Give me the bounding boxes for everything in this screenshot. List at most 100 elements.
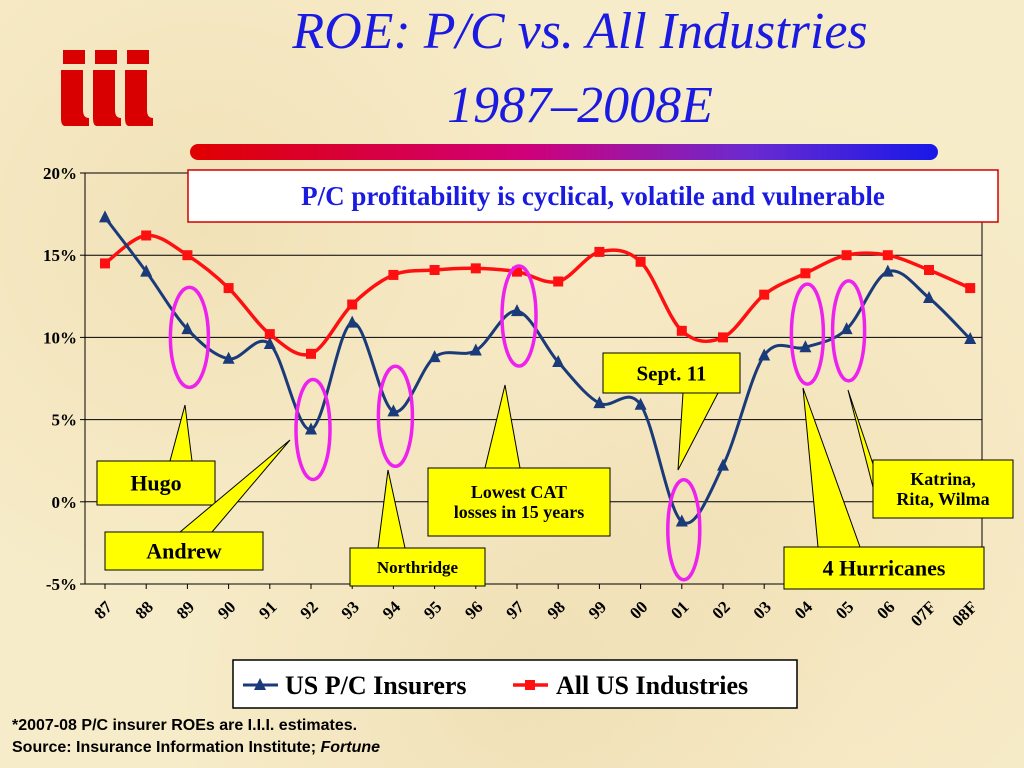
pc-insurers-point — [222, 351, 235, 364]
pc-insurers-point — [99, 210, 111, 223]
callout-label-04: 4 Hurricanes — [823, 556, 946, 581]
callout-label-97-line1: Lowest CAT — [471, 482, 567, 502]
callout-label-05-line2: Rita, Wilma — [896, 489, 989, 509]
highlight-ellipse-01 — [666, 477, 702, 582]
all-industries-point — [182, 250, 193, 261]
x-tick-label: 95 — [420, 597, 445, 622]
callout-label-92: Andrew — [146, 539, 221, 564]
callout-box-92 — [104, 531, 264, 571]
y-tick-label: 0% — [52, 493, 78, 512]
all-industries-point — [141, 230, 152, 241]
x-tick-label: 92 — [296, 597, 321, 622]
y-tick-label: 20% — [43, 164, 77, 183]
x-tick-label: 06 — [873, 597, 898, 622]
callout-pointer-04 — [802, 387, 861, 548]
all-industries-point — [594, 246, 605, 257]
pc-insurers-point — [511, 304, 523, 317]
highlight-ellipse-05 — [830, 279, 867, 383]
slide-title-line-2: 1987–2008E — [447, 77, 713, 134]
all-industries-point — [429, 264, 440, 275]
pc-insurers-point — [552, 355, 565, 368]
x-tick-label: 90 — [214, 597, 239, 622]
all-industries-point — [347, 299, 358, 310]
x-tick-label: 98 — [544, 597, 569, 622]
all-industries-point — [800, 268, 811, 279]
legend-marker-pc-insurers — [254, 678, 266, 690]
banner-text: P/C profitability is cyclical, volatile … — [301, 181, 885, 211]
callout-box-05 — [872, 459, 1014, 519]
legend-label-all-industries: All US Industries — [556, 671, 748, 700]
pc-insurers-point — [799, 340, 812, 353]
callout-label-01: Sept. 11 — [636, 361, 706, 385]
pc-insurers-point — [593, 396, 606, 409]
highlight-ellipse-94 — [376, 364, 415, 469]
callout-pointer-89 — [169, 404, 193, 462]
callout-box-04 — [783, 546, 985, 590]
x-tick-label: 02 — [708, 597, 733, 622]
highlight-ellipse-89 — [168, 285, 211, 390]
all-industries-point — [718, 332, 728, 343]
legend-marker-all-industries — [525, 680, 535, 690]
all-industries-point — [264, 329, 275, 340]
banner-box — [187, 169, 999, 223]
pc-insurers-point — [305, 422, 317, 435]
pc-insurers-point — [923, 290, 935, 303]
pc-insurers-point — [840, 322, 853, 335]
all-industries-point — [553, 276, 564, 287]
all-industries-point — [965, 283, 976, 294]
y-tick-label: 15% — [43, 246, 77, 265]
all-industries-point — [388, 269, 399, 280]
highlight-ellipse-97 — [500, 264, 538, 368]
all-industries-point — [841, 250, 852, 261]
callout-pointer-05 — [847, 389, 876, 496]
x-tick-label: 05 — [832, 597, 857, 622]
source-text: Source: Insurance Information Institute; — [12, 739, 321, 756]
all-industries-point — [470, 263, 481, 274]
x-tick-label: 01 — [667, 597, 692, 622]
all-industries-point — [882, 250, 893, 261]
callout-box-01 — [602, 352, 741, 394]
legend-label-pc-insurers: US P/C Insurers — [285, 671, 467, 700]
callout-label-94: Northridge — [377, 558, 459, 577]
pc-insurers-point — [346, 315, 359, 328]
all-industries-point — [512, 266, 522, 277]
all-industries-point — [759, 289, 770, 300]
x-tick-label: 04 — [791, 597, 817, 623]
pc-insurers-point — [758, 348, 771, 361]
y-tick-label: 5% — [52, 411, 78, 430]
x-tick-label: 07F — [907, 597, 940, 630]
x-tick-label: 94 — [379, 597, 405, 623]
x-tick-label: 03 — [750, 597, 775, 622]
all-industries-point — [223, 283, 234, 294]
iii-logo — [61, 50, 153, 126]
highlight-ellipse-92 — [294, 377, 332, 482]
x-tick-label: 91 — [255, 597, 280, 622]
callout-label-89: Hugo — [130, 471, 181, 496]
all-industries-point — [306, 348, 316, 359]
all-industries-point — [635, 256, 646, 267]
footnote-estimates: *2007-08 P/C insurer ROEs are I.I.I. est… — [12, 717, 358, 734]
pc-insurers-point — [387, 404, 400, 417]
x-tick-label: 93 — [338, 597, 363, 622]
series-line-all-industries — [103, 233, 971, 357]
callout-pointer-97 — [484, 384, 521, 469]
x-tick-label: 97 — [502, 597, 528, 623]
callout-pointer-01 — [677, 392, 719, 471]
all-industries-point — [100, 258, 110, 269]
x-tick-label: 88 — [132, 597, 157, 622]
pc-insurers-point — [469, 343, 482, 356]
slide-title-line-1: ROE: P/C vs. All Industries — [292, 3, 868, 60]
all-industries-point — [676, 325, 687, 336]
pc-insurers-point — [428, 350, 441, 363]
x-tick-label: 96 — [461, 597, 486, 622]
pc-insurers-point — [881, 264, 894, 277]
pc-insurers-point — [634, 397, 647, 410]
pc-insurers-point — [717, 458, 729, 471]
title-gradient-bar — [190, 144, 938, 160]
x-tick-label: 08F — [948, 597, 981, 630]
callout-pointer-94 — [377, 469, 406, 549]
x-tick-label: 00 — [626, 597, 651, 622]
callout-label-05-line1: Katrina, — [910, 469, 976, 489]
callout-box-97 — [427, 467, 611, 537]
pc-insurers-point — [964, 332, 977, 345]
